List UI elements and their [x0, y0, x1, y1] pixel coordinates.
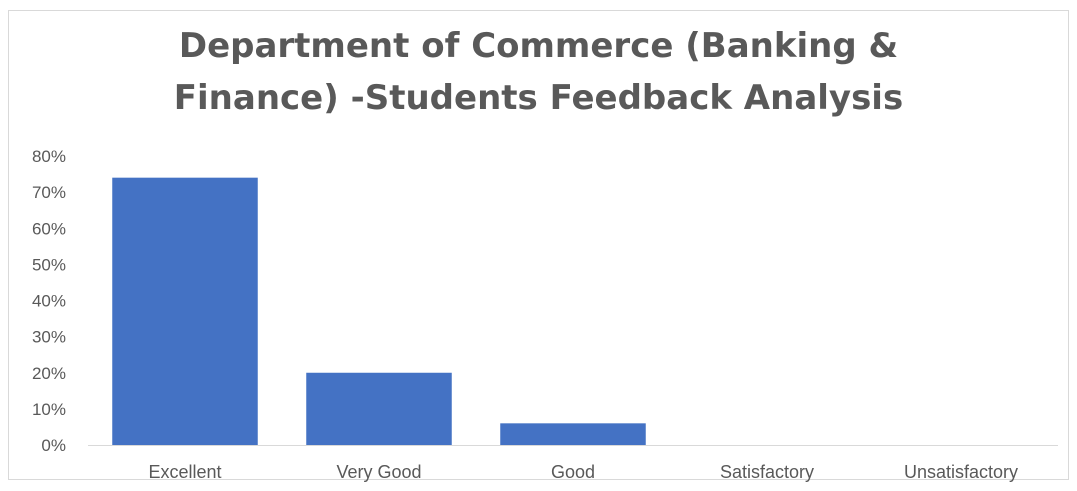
y-tick-label: 0% — [41, 436, 66, 455]
x-axis-category-labels: Excellent Very Good Good Satisfactory Unsati… — [148, 462, 1018, 482]
y-axis-ticks: 0% 10% 20% 30% 40% 50% 60% 70% 80% — [32, 147, 66, 455]
x-category-label: Good — [551, 462, 595, 482]
y-tick-label: 80% — [32, 147, 66, 166]
chart-title-line-2: Finance) -Students Feedback Analysis — [173, 78, 904, 118]
y-tick-label: 60% — [32, 219, 66, 238]
x-category-label: Excellent — [148, 462, 221, 482]
bar-good — [500, 423, 646, 445]
y-tick-label: 10% — [32, 400, 66, 419]
y-tick-label: 40% — [32, 292, 66, 311]
y-tick-label: 70% — [32, 183, 66, 202]
y-tick-label: 50% — [32, 255, 66, 274]
x-category-label: Very Good — [336, 462, 421, 482]
bar-excellent — [112, 177, 258, 446]
bar-very-good — [306, 372, 452, 445]
x-category-label: Unsatisfactory — [904, 462, 1018, 482]
y-tick-label: 30% — [32, 328, 66, 347]
bars — [112, 177, 646, 446]
chart-title: Department of Commerce (Banking & Financ… — [0, 20, 1077, 124]
chart-title-line-1: Department of Commerce (Banking & — [178, 26, 899, 66]
y-tick-label: 20% — [32, 364, 66, 383]
x-category-label: Satisfactory — [720, 462, 814, 482]
